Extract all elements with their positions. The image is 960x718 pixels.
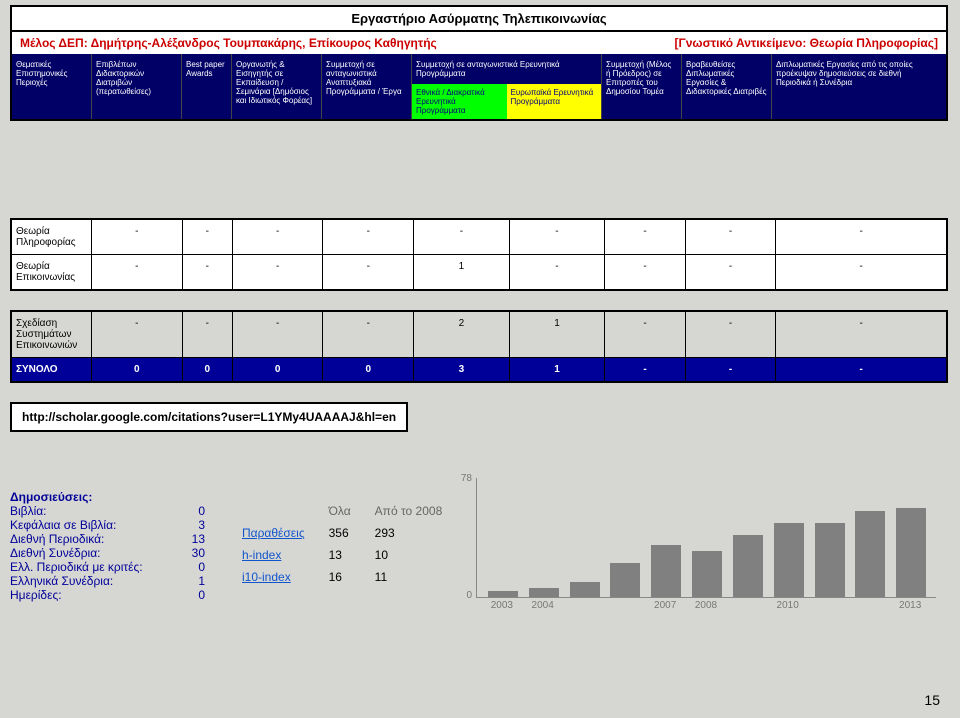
pub-value: 0 [175, 588, 205, 602]
chart-bar [529, 588, 559, 597]
lab-title: Εργαστήριο Ασύρματης Τηλεπικοινωνίας [12, 7, 946, 32]
th-c9: Διπλωματικές Εργασίες από τις οποίες προ… [772, 54, 942, 119]
chart-bar [570, 582, 600, 597]
pub-label: Ελλ. Περιοδικά με κριτές: [10, 560, 175, 574]
th-c2: Επιβλέπων Διδακτορικών Διατριβών (περατω… [92, 54, 182, 119]
row-label: Θεωρία Πληροφορίας [11, 219, 92, 255]
page-number: 15 [924, 692, 940, 708]
th-c6b: Ευρωπαϊκά Ερευνητικά Προγράμματα [507, 84, 602, 119]
publications-list: Δημοσιεύσεις: Βιβλία:0Κεφάλαια σε Βιβλία… [10, 490, 205, 602]
cite-row-label[interactable]: Παραθέσεις [230, 522, 317, 544]
pub-label: Διεθνή Συνέδρια: [10, 546, 175, 560]
th-c4: Οργανωτής & Εισηγητής σε Εκπαίδευση / Σε… [232, 54, 322, 119]
pub-value: 0 [175, 560, 205, 574]
pub-label: Βιβλία: [10, 504, 175, 518]
pub-value: 0 [175, 504, 205, 518]
row-label: Σχεδίαση Συστημάτων Επικοινωνιών [11, 311, 92, 358]
pub-value: 30 [175, 546, 205, 560]
ytick: 78 [452, 473, 472, 484]
chart-xtick: 2013 [890, 600, 930, 611]
data-table-2: Σχεδίαση Συστημάτων Επικοινωνιών - - - -… [10, 310, 948, 383]
chart-xtick: 2004 [523, 600, 563, 611]
pub-value: 3 [175, 518, 205, 532]
table-row: Σχεδίαση Συστημάτων Επικοινωνιών - - - -… [11, 311, 947, 358]
pub-label: Κεφάλαια σε Βιβλία: [10, 518, 175, 532]
pub-row: Βιβλία:0 [10, 504, 205, 518]
pub-row: Ελληνικά Συνέδρια:1 [10, 574, 205, 588]
chart-bar [651, 545, 681, 597]
total-row: ΣΥΝΟΛΟ 0 0 0 0 3 1 - - - [11, 358, 947, 383]
citation-table: Όλα Από το 2008 Παραθέσεις 356 293 h-ind… [230, 500, 454, 588]
th-c6-top: Συμμετοχή σε ανταγωνιστικά Ερευνητικά Πρ… [412, 54, 601, 84]
chart-bar [488, 591, 518, 597]
th-c6: Συμμετοχή σε ανταγωνιστικά Ερευνητικά Πρ… [412, 54, 602, 119]
row-label: Θεωρία Επικοινωνίας [11, 255, 92, 291]
total-label: ΣΥΝΟΛΟ [11, 358, 92, 383]
pub-label: Διεθνή Περιοδικά: [10, 532, 175, 546]
chart-bar [815, 523, 845, 597]
citations-bar-chart: 78 0 200320042007200820102013 [452, 478, 942, 623]
chart-bar [896, 508, 926, 597]
th-c3: Best paper Awards [182, 54, 232, 119]
chart-xtick: 2007 [645, 600, 685, 611]
member-row: Μέλος ΔΕΠ: Δημήτρης-Αλέξανδρος Τουμπακάρ… [12, 32, 946, 54]
th-c7: Συμμετοχή (Μέλος ή Πρόεδρος) σε Επιτροπέ… [602, 54, 682, 119]
member-right: [Γνωστικό Αντικείμενο: Θεωρία Πληροφορία… [675, 36, 938, 50]
chart-bar [774, 523, 804, 597]
th-c6a: Εθνικά / Διακρατικά Ερευνητικά Προγράμμα… [412, 84, 507, 119]
pub-row: Διεθνή Περιοδικά:13 [10, 532, 205, 546]
data-table-1: Θεωρία Πληροφορίας - - - - - - - - - Θεω… [10, 218, 948, 291]
chart-bar [733, 535, 763, 597]
table-row: Θεωρία Πληροφορίας - - - - - - - - - [11, 219, 947, 255]
pubs-head: Δημοσιεύσεις: [10, 490, 205, 504]
chart-xtick: 2003 [482, 600, 522, 611]
chart-bar [610, 563, 640, 597]
th-areas: Θεματικές Επιστημονικές Περιοχές [12, 54, 92, 119]
table-header-row: Θεματικές Επιστημονικές Περιοχές Επιβλέπ… [12, 54, 946, 119]
cite-col-all: Όλα [317, 500, 363, 522]
pub-row: Ημερίδες:0 [10, 588, 205, 602]
scholar-link[interactable]: http://scholar.google.com/citations?user… [10, 402, 408, 432]
pub-label: Ελληνικά Συνέδρια: [10, 574, 175, 588]
member-left: Μέλος ΔΕΠ: Δημήτρης-Αλέξανδρος Τουμπακάρ… [20, 36, 437, 50]
chart-xtick: 2010 [768, 600, 808, 611]
chart-bar [692, 551, 722, 597]
table-row: Θεωρία Επικοινωνίας - - - - 1 - - - - [11, 255, 947, 291]
pub-row: Κεφάλαια σε Βιβλία:3 [10, 518, 205, 532]
pub-value: 13 [175, 532, 205, 546]
pub-row: Ελλ. Περιοδικά με κριτές:0 [10, 560, 205, 574]
pub-label: Ημερίδες: [10, 588, 175, 602]
cite-row-label[interactable]: i10-index [230, 566, 317, 588]
pub-row: Διεθνή Συνέδρια:30 [10, 546, 205, 560]
th-c8: Βραβευθείσες Διπλωματικές Εργασίες & Διδ… [682, 54, 772, 119]
chart-xtick: 2008 [686, 600, 726, 611]
ytick: 0 [452, 590, 472, 601]
info-card: Εργαστήριο Ασύρματης Τηλεπικοινωνίας Μέλ… [10, 5, 948, 121]
cite-col-since: Από το 2008 [363, 500, 455, 522]
chart-bar [855, 511, 885, 597]
cite-row-label[interactable]: h-index [230, 544, 317, 566]
th-c5: Συμμετοχή σε ανταγωνιστικά Αναπτυξιακά Π… [322, 54, 412, 119]
pub-value: 1 [175, 574, 205, 588]
